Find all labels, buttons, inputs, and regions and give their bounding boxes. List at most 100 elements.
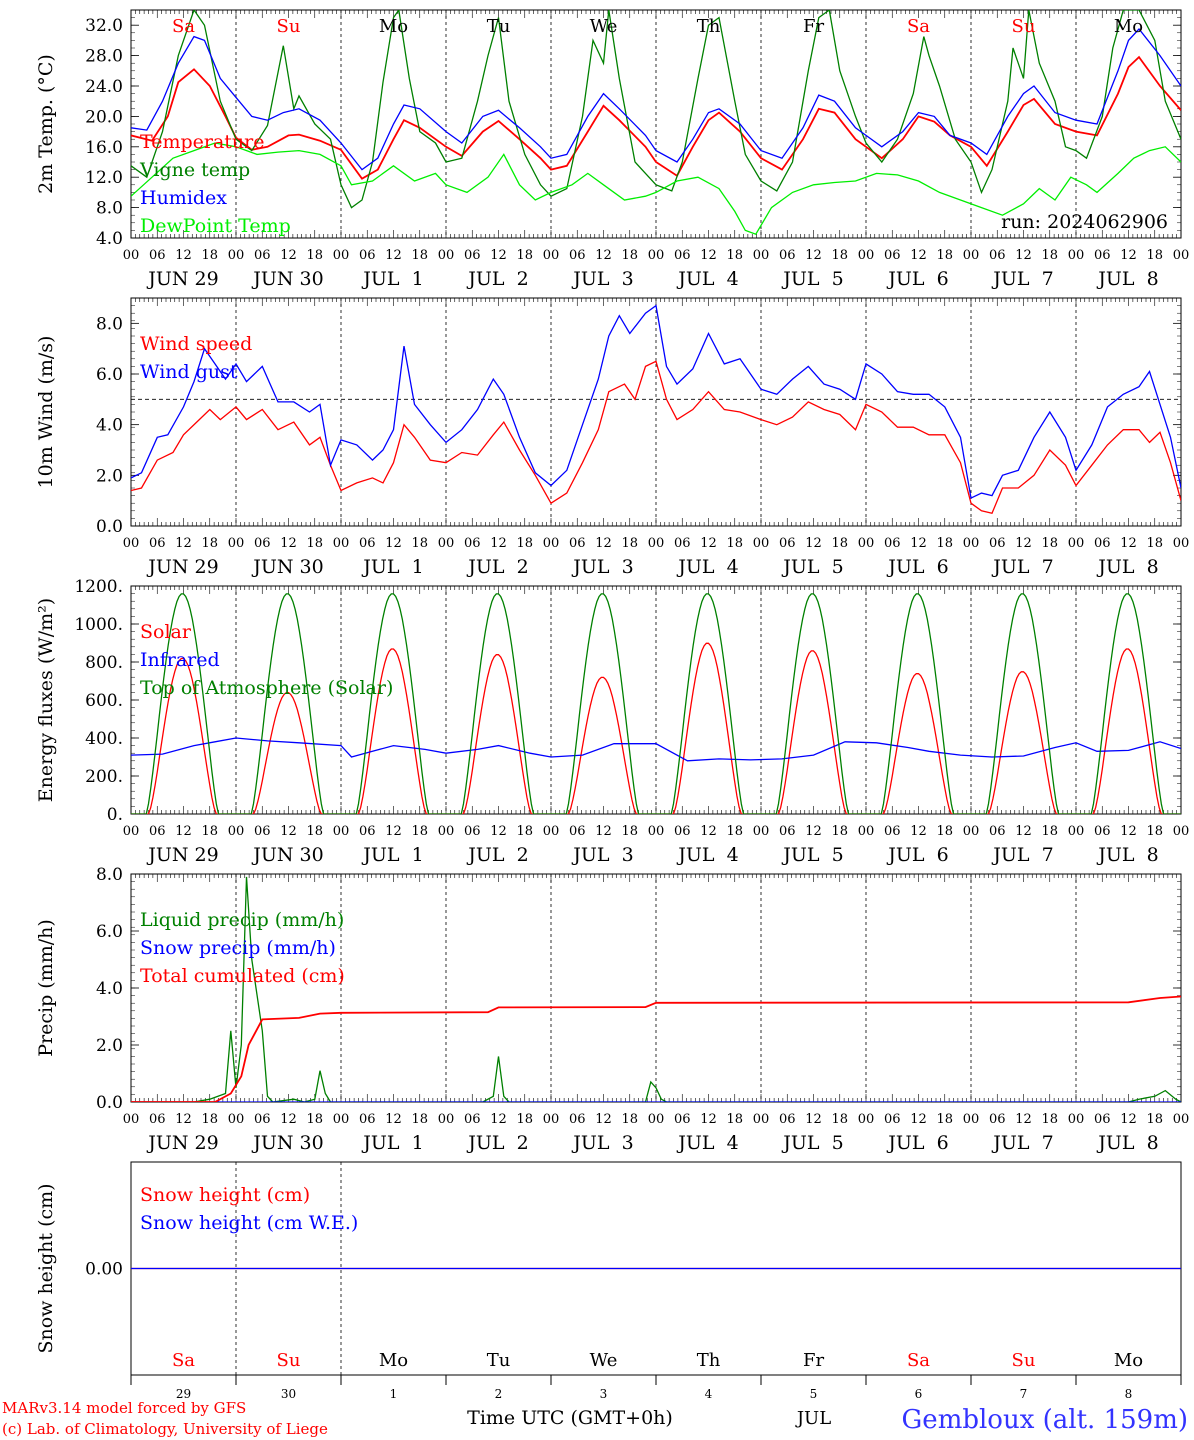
run-annotation: run: 2024062906 <box>1001 211 1168 233</box>
hour-tick-label: 18 <box>306 248 323 263</box>
weekday-label: Mo <box>1114 1350 1143 1371</box>
series-line <box>131 142 1181 235</box>
hour-tick-label: 06 <box>779 824 796 839</box>
weekday-label: Th <box>697 1350 721 1371</box>
date-label: JUL 1 <box>361 556 423 578</box>
hour-tick-label: 18 <box>726 824 743 839</box>
hour-tick-label: 06 <box>884 248 901 263</box>
date-label: JUL 8 <box>1096 1132 1158 1154</box>
hour-tick-label: 00 <box>858 824 875 839</box>
hour-tick-label: 00 <box>1173 824 1190 839</box>
y-tick-label: 4.0 <box>96 979 123 999</box>
y-tick-label: 12.0 <box>85 168 123 188</box>
y-axis-label: 10m Wind (m/s) <box>35 336 57 489</box>
hour-tick-label: 18 <box>516 824 533 839</box>
date-label: JUL 6 <box>886 844 948 866</box>
day-number: 8 <box>1125 1387 1133 1401</box>
date-label: JUN 30 <box>251 556 323 578</box>
date-label: JUL 1 <box>361 844 423 866</box>
hour-tick-label: 18 <box>936 248 953 263</box>
date-label: JUN 30 <box>251 268 323 290</box>
hour-tick-label: 18 <box>201 824 218 839</box>
weekday-label: We <box>590 1350 618 1371</box>
date-label: JUL 4 <box>676 556 738 578</box>
hour-tick-label: 18 <box>831 248 848 263</box>
hour-tick-label: 06 <box>254 824 271 839</box>
hour-tick-label: 00 <box>753 1112 770 1127</box>
hour-tick-label: 00 <box>858 536 875 551</box>
hour-tick-label: 00 <box>438 536 455 551</box>
date-label: JUL 5 <box>781 268 843 290</box>
hour-tick-label: 18 <box>621 536 638 551</box>
y-tick-label: 8.0 <box>96 865 123 885</box>
hour-tick-label: 06 <box>674 824 691 839</box>
date-label: JUL 4 <box>676 844 738 866</box>
y-tick-label: 24.0 <box>85 77 123 97</box>
weekday-label: Tu <box>487 16 511 37</box>
hour-tick-label: 00 <box>543 248 560 263</box>
hour-tick-label: 00 <box>1068 248 1085 263</box>
date-label: JUL 2 <box>466 844 528 866</box>
hour-tick-label: 12 <box>490 1112 507 1127</box>
date-label: JUL 2 <box>466 1132 528 1154</box>
hour-tick-label: 06 <box>779 1112 796 1127</box>
hour-tick-label: 12 <box>490 248 507 263</box>
date-label: JUL 1 <box>361 1132 423 1154</box>
hour-tick-label: 00 <box>1173 536 1190 551</box>
hour-tick-label: 06 <box>884 536 901 551</box>
hour-tick-label: 18 <box>726 248 743 263</box>
hour-tick-label: 00 <box>753 536 770 551</box>
hour-tick-label: 06 <box>1094 536 1111 551</box>
hour-tick-label: 00 <box>228 248 245 263</box>
date-label: JUL 7 <box>991 268 1053 290</box>
hour-tick-label: 00 <box>333 248 350 263</box>
panel-1: 00 06 12 18 00 06 12 18 00 06 12 18 00 06 12 18 00 06 12 18… <box>35 9 1189 290</box>
y-axis-label: Energy fluxes (W/m²) <box>35 598 57 802</box>
legend-entry: Wind gust <box>140 361 238 383</box>
hour-tick-label: 18 <box>1041 536 1058 551</box>
hour-tick-label: 12 <box>385 248 402 263</box>
hour-tick-label: 06 <box>989 824 1006 839</box>
legend-entry: Infrared <box>140 649 220 671</box>
weekday-label: Su <box>1012 16 1036 37</box>
hour-tick-label: 00 <box>438 248 455 263</box>
legend-entry: Total cumulated (cm) <box>140 965 345 987</box>
hour-tick-label: 18 <box>516 536 533 551</box>
hour-tick-label: 00 <box>543 1112 560 1127</box>
legend-entry: Humidex <box>140 187 227 209</box>
date-label: JUL 6 <box>886 1132 948 1154</box>
date-label: JUL 3 <box>571 556 633 578</box>
hour-tick-label: 12 <box>385 1112 402 1127</box>
hour-tick-label: 06 <box>359 248 376 263</box>
legend-entry: Temperature <box>140 131 264 153</box>
y-tick-label: 32.0 <box>85 16 123 36</box>
hour-tick-label: 12 <box>805 1112 822 1127</box>
series-line <box>131 737 1181 762</box>
hour-tick-label: 18 <box>201 1112 218 1127</box>
date-label: JUL 5 <box>781 556 843 578</box>
hour-tick-label: 06 <box>989 536 1006 551</box>
y-tick-label: 800. <box>85 653 123 673</box>
day-number: 30 <box>281 1387 296 1401</box>
hour-tick-label: 12 <box>280 824 297 839</box>
hour-tick-label: 06 <box>359 1112 376 1127</box>
hour-tick-label: 00 <box>963 824 980 839</box>
y-tick-label: 8.0 <box>96 314 123 334</box>
hour-tick-label: 12 <box>700 536 717 551</box>
hour-tick-label: 12 <box>175 824 192 839</box>
hour-tick-label: 06 <box>254 536 271 551</box>
month-label: JUL <box>795 1408 831 1429</box>
hour-tick-label: 06 <box>1094 248 1111 263</box>
hour-tick-label: 18 <box>726 536 743 551</box>
date-label: JUL 4 <box>676 268 738 290</box>
date-label: JUL 5 <box>781 1132 843 1154</box>
y-tick-label: 28.0 <box>85 47 123 67</box>
series-line <box>131 304 1181 500</box>
hour-tick-label: 18 <box>411 536 428 551</box>
hour-tick-label: 00 <box>543 536 560 551</box>
hour-tick-label: 00 <box>1068 824 1085 839</box>
hour-tick-label: 00 <box>963 1112 980 1127</box>
hour-tick-label: 12 <box>1120 824 1137 839</box>
y-tick-label: 400. <box>85 729 123 749</box>
